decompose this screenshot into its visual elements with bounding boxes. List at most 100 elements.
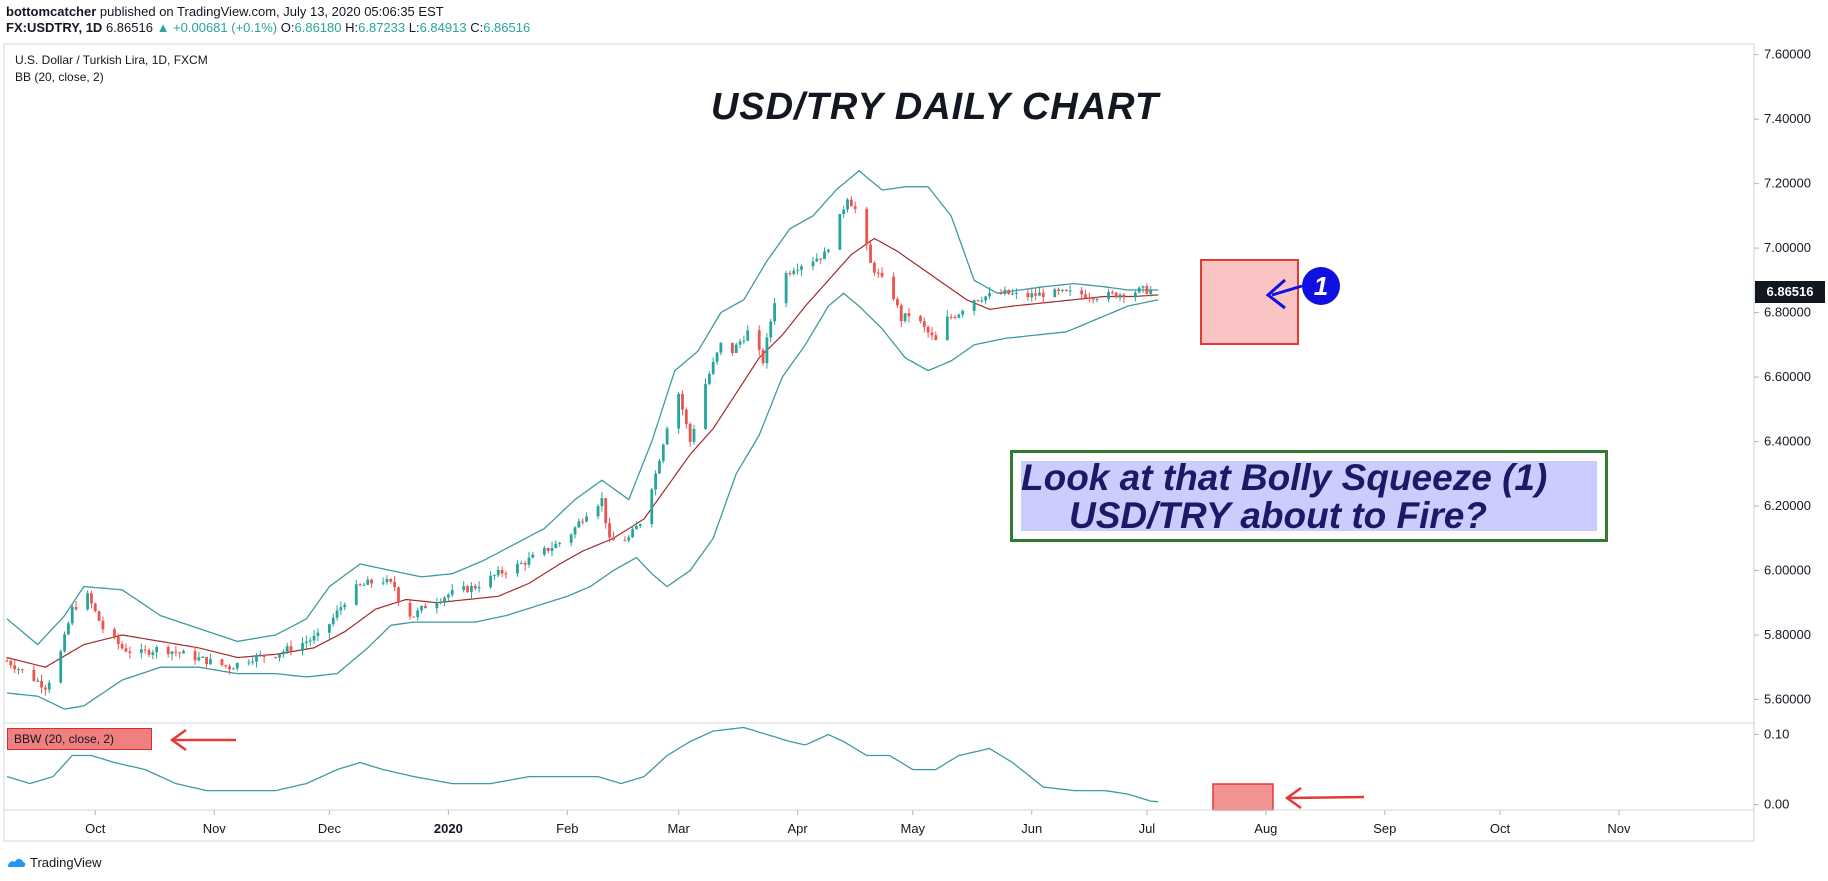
x-tick-label: Mar — [667, 821, 690, 836]
candle-body — [209, 659, 212, 665]
candle-body — [734, 344, 738, 354]
candle-body — [493, 575, 496, 577]
candle-body — [339, 607, 343, 611]
candle-body — [262, 654, 266, 658]
arrow-bbw-squeeze — [1286, 795, 1365, 800]
candle-body — [385, 579, 389, 583]
y-tick-label: 7.00000 — [1764, 240, 1811, 255]
x-tick-label: Jun — [1021, 821, 1042, 836]
candle-body — [274, 657, 278, 659]
tradingview-logo-icon — [8, 858, 26, 867]
current-price-tag: 6.86516 — [1755, 281, 1825, 303]
candle-body — [930, 332, 934, 336]
candle-body — [976, 300, 980, 302]
candle-body — [370, 579, 374, 584]
candle-body — [408, 602, 412, 617]
candle-body — [704, 383, 707, 429]
bollinger-bands — [6, 169, 1159, 710]
candle-body — [366, 579, 370, 585]
x-tick-label: Jul — [1139, 821, 1156, 836]
candle-body — [638, 524, 642, 527]
bbw-axis: 0.10 0.00 — [1754, 727, 1789, 812]
candle-body — [1041, 292, 1045, 298]
time-axis: Oct Nov Dec 2020 Feb Mar Apr May Jun Jul Aug Sep Oct… — [4, 809, 1754, 836]
candle-body — [1026, 292, 1030, 298]
candle-body — [258, 654, 262, 656]
candle-body — [792, 270, 796, 274]
candle-body — [1003, 289, 1007, 294]
candle-body — [496, 569, 500, 576]
candle-body — [826, 249, 830, 252]
candle-body — [800, 266, 803, 270]
candle-body — [922, 321, 926, 328]
candle-body — [811, 261, 815, 267]
candle-body — [358, 584, 362, 586]
x-tick-label: Sep — [1373, 821, 1396, 836]
candle-body — [542, 548, 546, 555]
candle-body — [961, 310, 965, 315]
candle-body — [304, 641, 308, 644]
candle-body — [585, 516, 588, 522]
candle-body — [13, 665, 17, 670]
candle-body — [730, 342, 734, 354]
candle-body — [43, 687, 47, 690]
candle-body — [769, 321, 773, 338]
candle-body — [67, 623, 70, 635]
candle-body — [446, 594, 450, 598]
x-tick-label: Dec — [318, 821, 342, 836]
candle-body — [531, 554, 535, 558]
y-tick-label: 6.20000 — [1764, 498, 1811, 513]
candle-body — [1091, 298, 1095, 300]
candle-body — [139, 649, 143, 653]
candle-body — [550, 548, 554, 552]
highlight-layer — [1200, 259, 1299, 811]
candle-body — [17, 669, 20, 671]
y-tick-label: 7.60000 — [1764, 47, 1811, 62]
candle-body — [124, 648, 128, 652]
triangle-up-icon: ▲ — [156, 20, 170, 35]
candle-body — [128, 651, 132, 653]
candle-body — [504, 573, 508, 575]
bbw-legend[interactable]: BBW (20, close, 2) — [7, 728, 152, 750]
candle-body — [746, 330, 750, 341]
candle-body — [684, 409, 688, 425]
footer-brand[interactable]: TradingView — [6, 855, 102, 870]
candle-body — [201, 657, 205, 659]
candle-body — [612, 537, 615, 541]
candle-body — [393, 581, 397, 588]
candle-body — [872, 262, 876, 273]
candle-body — [289, 646, 293, 651]
candle-body — [846, 199, 849, 210]
candle-body — [876, 272, 880, 274]
bbw-line — [6, 726, 1159, 803]
annotation-box[interactable]: Look at that Bolly Squeeze (1) USD/TRY a… — [1010, 450, 1608, 542]
candle-body — [719, 342, 723, 353]
candle-body — [362, 584, 366, 586]
candle-body — [788, 273, 792, 275]
high-label: H: — [345, 20, 359, 35]
candle-body — [1061, 289, 1064, 291]
candle-body — [688, 424, 692, 442]
x-tick-label: Nov — [1607, 821, 1631, 836]
publisher-name[interactable]: bottomcatcher — [6, 4, 97, 19]
candle-body — [9, 660, 13, 666]
y-tick-label: 7.20000 — [1764, 176, 1811, 191]
candle-body — [97, 611, 101, 621]
published-text: published on TradingView.com, July 13, 2… — [99, 4, 444, 19]
candle-body — [143, 649, 147, 651]
candle-body — [957, 314, 961, 318]
candle-body — [554, 543, 558, 549]
y-tick-label: 6.40000 — [1764, 434, 1811, 449]
instrument-legend[interactable]: U.S. Dollar / Turkish Lira, 1D, FXCM — [15, 53, 208, 67]
bbw-highlight-box — [1212, 783, 1274, 811]
arrow-bbw-label-head — [169, 728, 187, 752]
bb-legend[interactable]: BB (20, close, 2) — [15, 70, 104, 84]
candle-body — [1030, 293, 1034, 298]
low-value: 6.84913 — [419, 20, 467, 35]
candle-body — [381, 582, 385, 584]
candle-body — [220, 659, 224, 666]
candle-body — [5, 660, 9, 662]
candle-body — [742, 340, 746, 342]
candle-body — [1149, 290, 1153, 294]
